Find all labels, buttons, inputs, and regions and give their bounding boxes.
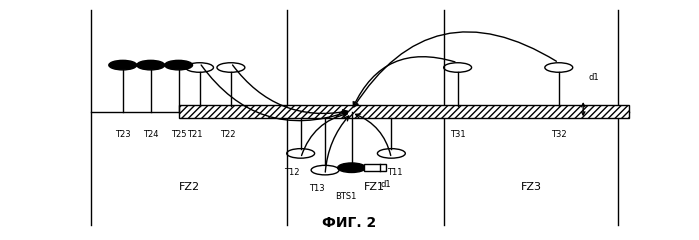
- Bar: [178, 105, 628, 118]
- Text: T12: T12: [284, 168, 300, 177]
- Circle shape: [165, 60, 192, 70]
- Text: T32: T32: [551, 130, 567, 138]
- Text: T23: T23: [115, 130, 131, 138]
- Text: T13: T13: [309, 184, 324, 193]
- Circle shape: [338, 163, 366, 173]
- Text: T22: T22: [219, 130, 235, 138]
- Bar: [364, 164, 387, 171]
- Text: T21: T21: [187, 130, 203, 138]
- Text: d1: d1: [589, 72, 600, 82]
- Circle shape: [137, 60, 165, 70]
- Text: T24: T24: [143, 130, 159, 138]
- Text: T11: T11: [387, 168, 403, 177]
- Text: T25: T25: [171, 130, 187, 138]
- Text: d1: d1: [381, 180, 391, 189]
- Text: T31: T31: [450, 130, 466, 138]
- Text: ФИГ. 2: ФИГ. 2: [322, 216, 377, 230]
- Text: FZ3: FZ3: [520, 182, 542, 192]
- Circle shape: [109, 60, 137, 70]
- Text: BTS1: BTS1: [336, 192, 356, 201]
- Text: FZ2: FZ2: [178, 182, 200, 192]
- Text: FZ1: FZ1: [363, 182, 384, 192]
